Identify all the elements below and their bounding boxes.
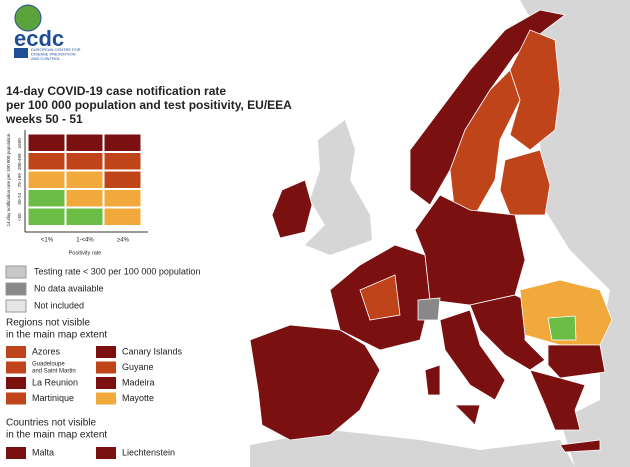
matrix-x-title: Positivity rate xyxy=(69,250,102,256)
bulgaria xyxy=(547,344,606,379)
legend-swatch xyxy=(6,377,26,389)
legend-swatch xyxy=(96,346,116,358)
matrix-cell xyxy=(103,189,142,208)
iberia xyxy=(249,324,381,441)
switzerland xyxy=(417,297,441,321)
ireland xyxy=(271,179,313,239)
matrix-x-label: <1% xyxy=(41,238,54,244)
matrix-cell xyxy=(27,152,66,171)
legend-heading: Countries not visible xyxy=(6,418,96,429)
great-britain xyxy=(305,120,372,255)
matrix-y-label: 200-499 xyxy=(17,153,22,170)
central-europe xyxy=(414,194,526,306)
legend-label: Guyane xyxy=(122,362,154,372)
legend-swatch xyxy=(5,282,27,296)
romania xyxy=(519,279,613,346)
legend-label: Guadeloupe xyxy=(32,362,65,368)
matrix-cell xyxy=(65,207,104,226)
legend-swatch xyxy=(96,392,116,405)
logo-globe xyxy=(14,4,42,32)
matrix-y-label: 50-74 xyxy=(17,193,22,205)
legend-swatch xyxy=(96,377,116,389)
matrix-cell xyxy=(65,152,104,171)
legend-swatch xyxy=(96,361,116,374)
legend-label: and Saint Martin xyxy=(32,369,76,375)
matrix-y-title: 14-day notification rate per 100 000 pop… xyxy=(6,133,11,226)
matrix-y-label: <50 xyxy=(17,213,22,221)
legend-label: Not included xyxy=(34,300,84,310)
logo-subtitle: DISEASE PREVENTION xyxy=(31,52,76,57)
legend-swatch xyxy=(6,346,26,358)
matrix-cell xyxy=(65,189,104,208)
finland xyxy=(509,29,561,151)
legend-label: La Reunion xyxy=(32,377,78,387)
logo: ecdc xyxy=(14,26,64,51)
legend-label: Canary Islands xyxy=(122,346,183,356)
title: weeks 50 - 51 xyxy=(5,112,83,126)
legend-swatch xyxy=(6,447,26,459)
legend-label: Martinique xyxy=(32,393,74,403)
greece xyxy=(529,369,601,453)
legend-swatch xyxy=(6,392,26,405)
legend-label: Malta xyxy=(32,447,54,457)
legend-label: Azores xyxy=(32,346,61,356)
matrix-cell xyxy=(103,152,142,171)
title: 14-day COVID-19 case notification rate xyxy=(6,84,226,98)
legend-swatch xyxy=(5,299,27,313)
matrix-cell xyxy=(27,207,66,226)
balkans xyxy=(469,294,546,371)
matrix-cell xyxy=(103,170,142,189)
title: per 100 000 population and test positivi… xyxy=(6,98,292,112)
legend-label: Madeira xyxy=(122,377,155,387)
matrix-cell xyxy=(103,207,142,226)
logo-subtitle: EUROPEAN CENTRE FOR xyxy=(31,47,81,52)
legend-heading: in the main map extent xyxy=(6,330,107,341)
legend-label: Liechtenstein xyxy=(122,447,175,457)
north-africa xyxy=(250,430,575,467)
legend-swatch xyxy=(96,447,116,459)
legend-swatch xyxy=(5,265,27,279)
romania-region xyxy=(547,315,577,341)
eu-flag xyxy=(14,48,28,58)
matrix-cell xyxy=(27,133,66,152)
matrix-cell xyxy=(27,170,66,189)
matrix-cell xyxy=(103,133,142,152)
logo-subtitle: AND CONTROL xyxy=(31,56,61,61)
legend-heading: in the main map extent xyxy=(6,430,107,441)
italy xyxy=(424,309,506,426)
matrix-y-label: ≥500 xyxy=(17,138,22,148)
matrix-x-label: 1-<4% xyxy=(76,238,94,244)
matrix-cell xyxy=(65,170,104,189)
matrix-x-label: ≥4% xyxy=(117,238,130,244)
legend-swatch xyxy=(6,361,26,374)
legend-label: No data available xyxy=(34,283,104,293)
france-region xyxy=(359,274,401,321)
matrix-cell xyxy=(27,189,66,208)
legend: ecdc xyxy=(14,4,64,58)
legend-heading: Regions not visible xyxy=(6,318,90,329)
matrix-cell xyxy=(65,133,104,152)
legend-label: Testing rate < 300 per 100 000 populatio… xyxy=(34,266,200,276)
matrix-y-label: 75-199 xyxy=(17,173,22,188)
baltics xyxy=(499,149,551,216)
legend-label: Mayotte xyxy=(122,393,154,403)
